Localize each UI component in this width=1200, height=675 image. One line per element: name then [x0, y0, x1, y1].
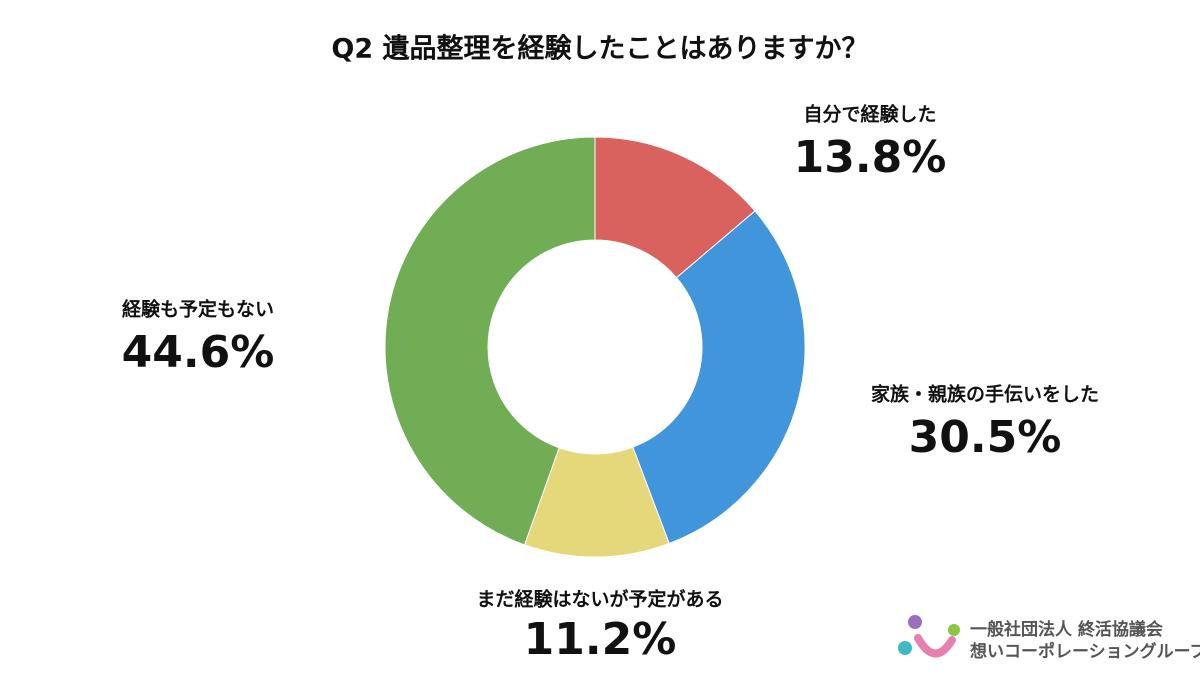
slice: [632, 210, 806, 545]
category-label: 経験も予定もない: [122, 298, 274, 321]
category-label: まだ経験はないが予定がある: [476, 588, 723, 611]
logo-line: 想いコーポレーショングループ: [970, 641, 1200, 662]
slice: [594, 136, 756, 279]
category-label: 家族・親族の手伝いをした: [871, 383, 1099, 406]
chart-title: Q2 遺品整理を経験したことはありますか？: [331, 33, 868, 65]
slice: [384, 136, 596, 546]
value-label: 44.6%: [122, 327, 275, 378]
value-label: 13.8%: [794, 132, 947, 183]
value-label: 30.5%: [909, 412, 1062, 463]
category-label: 自分で経験した: [803, 103, 936, 126]
logo-icon: [898, 615, 960, 658]
logo-line: 一般社団法人 終活協議会: [970, 619, 1163, 640]
value-label: 11.2%: [524, 614, 677, 665]
